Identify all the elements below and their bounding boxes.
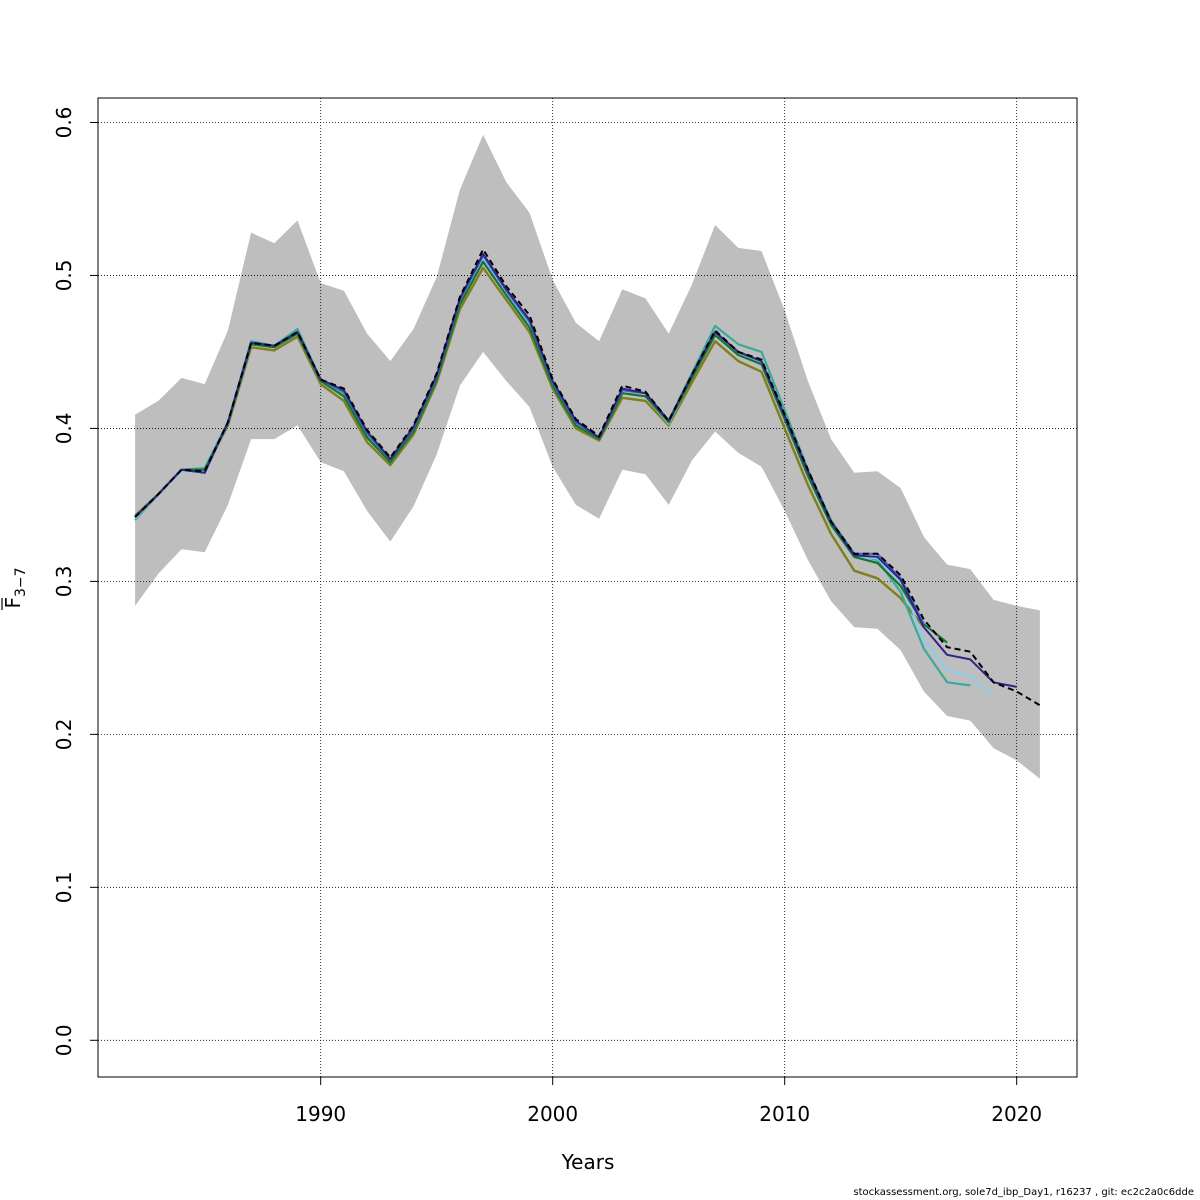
y-axis-title: F3−7 [1, 567, 29, 610]
x-axis: 1990 2000 2010 2020 [295, 1077, 1042, 1126]
y-axis-title-sub: 3−7 [13, 567, 29, 597]
confidence-band [135, 134, 1040, 779]
footer-credit: stockassessment.org, sole7d_ibp_Day1, r1… [853, 1187, 1194, 1198]
y-tick-label: 0.0 [52, 1024, 76, 1056]
plot-frame [97, 97, 1078, 1078]
y-axis-title-main: F [1, 597, 25, 609]
y-tick-label: 0.6 [52, 107, 76, 139]
y-axis: 0.0 0.1 0.2 0.3 0.4 0.5 0.6 [52, 107, 98, 1056]
x-tick-label: 2010 [759, 1102, 810, 1126]
series-line-1 [134, 266, 925, 629]
svg-text:F3−7: F3−7 [1, 567, 29, 608]
series-layer [134, 248, 1041, 707]
confidence-band-layer [135, 134, 1040, 779]
x-tick-label: 1990 [295, 1102, 346, 1126]
x-axis-title: Years [561, 1150, 615, 1174]
y-tick-label: 0.4 [52, 412, 76, 444]
series-line-6 [134, 253, 1017, 688]
y-tick-label: 0.1 [52, 871, 76, 903]
y-tick-label: 0.2 [52, 718, 76, 750]
y-tick-label: 0.3 [52, 565, 76, 597]
y-tick-label: 0.5 [52, 259, 76, 291]
grid-layer [98, 98, 1077, 1077]
series-line-7 [134, 248, 1041, 707]
series-line-4 [134, 260, 948, 644]
x-tick-label: 2020 [991, 1102, 1042, 1126]
x-tick-label: 2000 [527, 1102, 578, 1126]
